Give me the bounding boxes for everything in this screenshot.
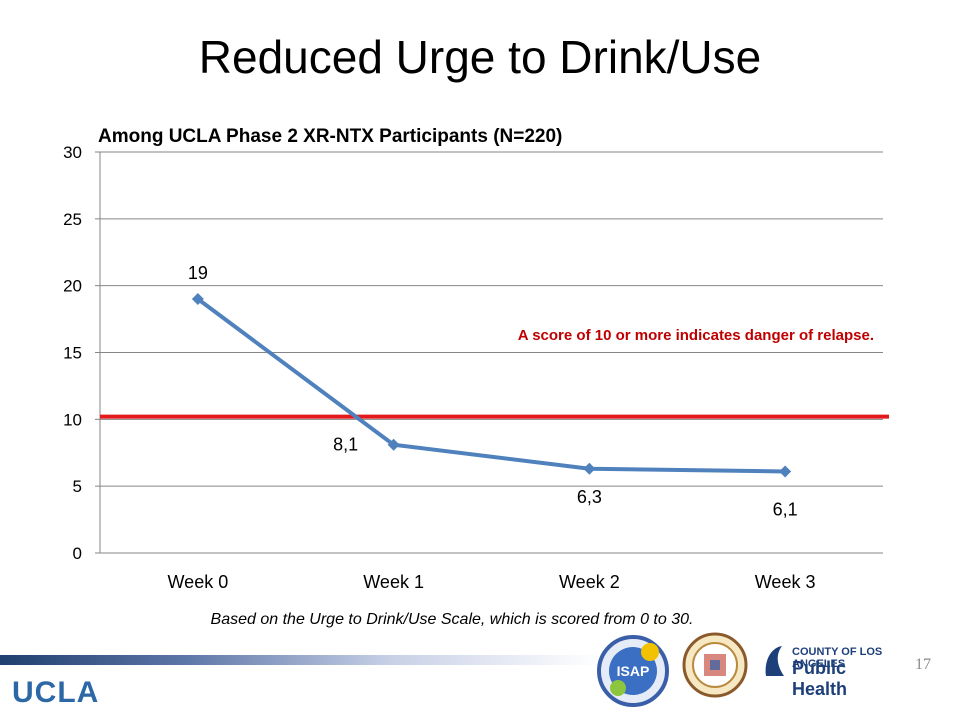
x-tick-label: Week 0 (168, 572, 229, 592)
data-point (779, 465, 792, 478)
svg-text:ISAP: ISAP (617, 663, 650, 679)
isap-logo: ISAP (597, 635, 669, 707)
x-tick-label: Week 1 (363, 572, 424, 592)
county-seal-logo (682, 632, 748, 698)
slide-title: Reduced Urge to Drink/Use (198, 31, 762, 83)
data-point (191, 293, 204, 306)
x-tick-label: Week 3 (755, 572, 816, 592)
data-label: 6,3 (577, 487, 602, 507)
y-tick-label: 20 (63, 277, 82, 296)
public-health-logo: COUNTY OF LOS ANGELES Public Health (762, 642, 902, 699)
y-tick-label: 25 (63, 210, 82, 229)
y-tick-label: 15 (63, 344, 82, 363)
y-tick-label: 10 (63, 410, 82, 429)
chart-title: Among UCLA Phase 2 XR-NTX Participants (… (98, 126, 562, 147)
y-tick-label: 30 (63, 143, 82, 162)
ucla-logo: UCLA (12, 676, 100, 709)
threshold-annotation: A score of 10 or more indicates danger o… (518, 327, 874, 344)
page-number: 17 (915, 656, 931, 673)
y-tick-label: 0 (73, 544, 82, 563)
data-point (583, 462, 596, 475)
data-point (387, 438, 400, 451)
x-tick-label: Week 2 (559, 572, 620, 592)
footer-bar (0, 655, 600, 665)
chart-footnote: Based on the Urge to Drink/Use Scale, wh… (211, 611, 694, 628)
y-tick-label: 5 (73, 477, 82, 496)
data-label: 8,1 (333, 435, 358, 455)
data-label: 19 (188, 263, 208, 283)
data-label: 6,1 (773, 499, 798, 519)
series-line (196, 297, 786, 474)
